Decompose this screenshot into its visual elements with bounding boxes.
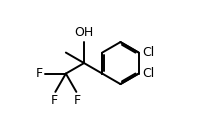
Text: F: F [50, 94, 57, 107]
Text: Cl: Cl [142, 46, 154, 59]
Text: F: F [74, 94, 81, 107]
Text: Cl: Cl [142, 67, 154, 80]
Text: OH: OH [74, 26, 94, 39]
Text: F: F [36, 67, 43, 80]
